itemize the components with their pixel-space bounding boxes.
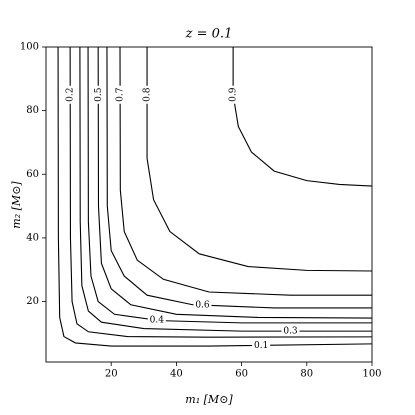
contour-label: 0.4 xyxy=(150,316,165,326)
contour-line xyxy=(146,47,372,272)
contour-label: 0.3 xyxy=(283,327,298,337)
label-background xyxy=(252,340,271,351)
contour-line xyxy=(232,47,372,187)
contour-label: 0.8 xyxy=(143,87,153,102)
label-background xyxy=(142,85,153,104)
contour-line xyxy=(87,47,372,324)
x-axis-label: m₁ [M⊙] xyxy=(185,393,233,406)
x-tick-label: 100 xyxy=(362,369,381,380)
contour-group xyxy=(57,47,372,347)
contour-label: 0.9 xyxy=(229,87,239,102)
label-background xyxy=(115,85,126,104)
label-background xyxy=(93,85,104,104)
x-tick-label: 60 xyxy=(235,369,248,380)
y-tick-label: 80 xyxy=(26,105,39,116)
x-tick-label: 40 xyxy=(170,369,183,380)
y-tick-label: 60 xyxy=(26,169,39,180)
y-axis-label: m₂ [M⊙] xyxy=(10,181,23,229)
contour-label: 0.1 xyxy=(254,341,268,351)
contour-label: 0.6 xyxy=(195,301,210,311)
contour-line xyxy=(69,47,372,338)
contour-line xyxy=(106,47,372,309)
contour-line xyxy=(57,47,372,347)
label-background xyxy=(228,85,239,104)
label-background xyxy=(193,300,212,311)
label-background xyxy=(147,315,166,326)
contour-label: 0.7 xyxy=(116,87,126,102)
contour-line xyxy=(79,47,372,332)
x-tick-label: 20 xyxy=(105,369,118,380)
contour-label: 0.2 xyxy=(66,88,76,102)
x-tick-label: 80 xyxy=(300,369,313,380)
chart-title: z = 0.1 xyxy=(185,27,233,42)
y-tick-label: 20 xyxy=(26,296,39,307)
y-tick-label: 40 xyxy=(26,232,39,243)
plot-frame xyxy=(45,46,373,363)
contour-line xyxy=(97,47,372,319)
y-tick-label: 100 xyxy=(20,42,39,53)
contour-line xyxy=(119,47,372,296)
contour-label: 0.5 xyxy=(94,87,104,102)
label-background xyxy=(65,85,76,104)
label-background xyxy=(281,326,300,337)
